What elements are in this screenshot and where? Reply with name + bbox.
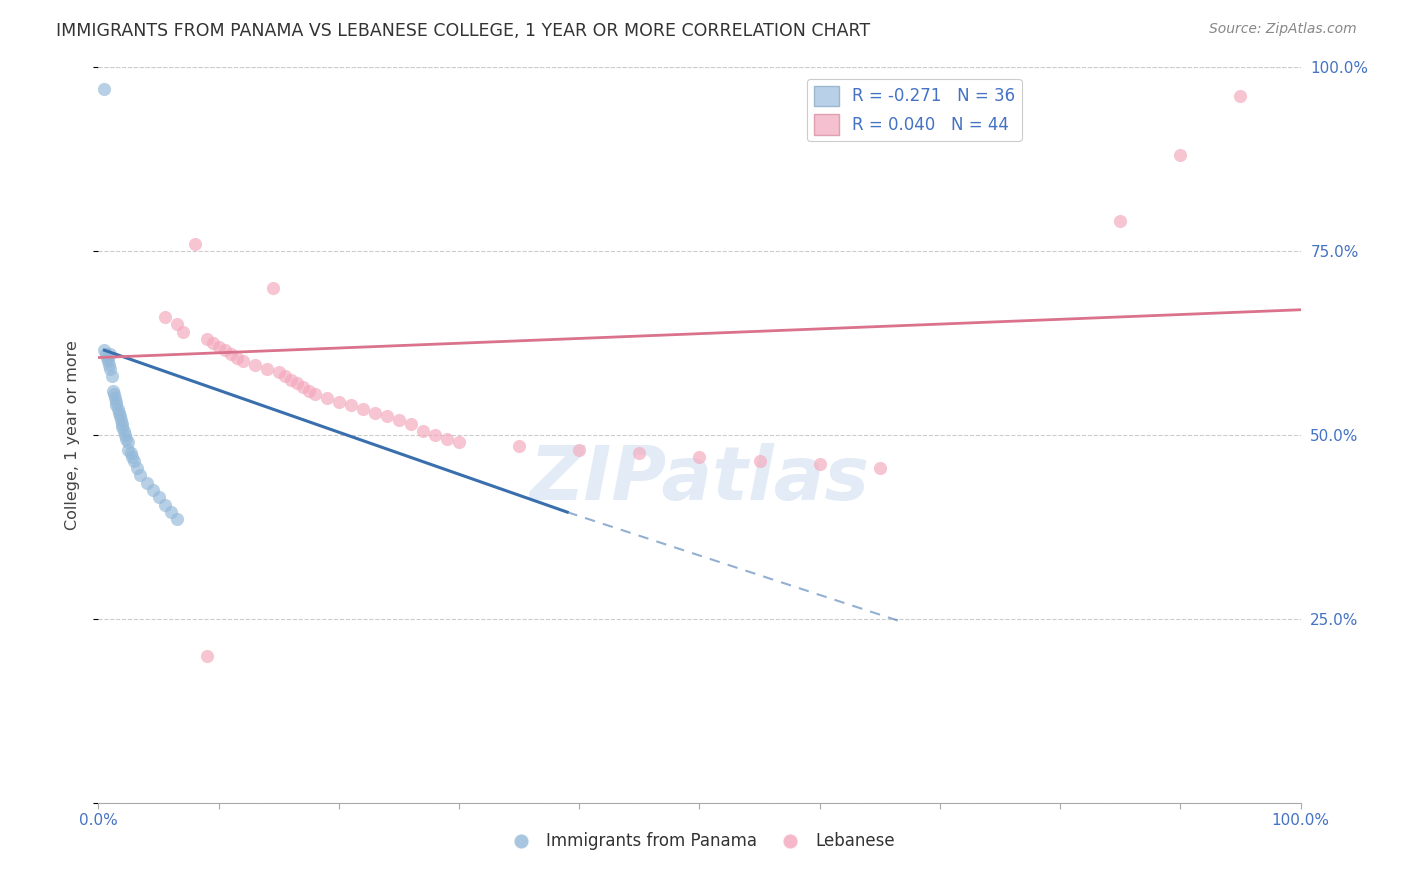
Point [100,347,122,361]
Point [153,498,176,512]
Point [280,373,302,387]
Point [94,347,117,361]
Point [111,420,134,434]
Point [628,446,651,460]
Point [135,475,157,490]
Point [298,384,321,398]
Text: IMMIGRANTS FROM PANAMA VS LEBANESE COLLEGE, 1 YEAR OR MORE CORRELATION CHART: IMMIGRANTS FROM PANAMA VS LEBANESE COLLE… [56,22,870,40]
Point [129,468,152,483]
Point [104,391,127,405]
Point [423,427,446,442]
Point [219,347,242,361]
Point [101,384,124,398]
Point [1229,89,1251,103]
Point [114,427,136,442]
Point [748,453,770,467]
Point [232,354,254,368]
Point [98,358,121,372]
Point [124,453,146,467]
Point [304,387,326,401]
Point [105,398,128,412]
Point [112,424,135,438]
Point [108,409,131,424]
Text: Source: ZipAtlas.com: Source: ZipAtlas.com [1209,22,1357,37]
Point [340,398,363,412]
Point [375,409,398,424]
Point [97,354,120,368]
Legend: Immigrants from Panama, Lebanese: Immigrants from Panama, Lebanese [498,826,901,857]
Point [125,461,148,475]
Point [93,343,115,358]
Point [352,402,374,417]
Point [153,310,176,325]
Point [117,442,139,457]
Point [388,413,411,427]
Point [364,406,387,420]
Point [274,369,297,384]
Point [447,435,470,450]
Point [688,450,710,464]
Point [141,483,163,497]
Point [117,435,139,450]
Point [107,402,129,417]
Point [159,505,181,519]
Y-axis label: College, 1 year or more: College, 1 year or more [65,340,80,530]
Point [115,432,138,446]
Point [93,82,115,96]
Point [291,380,314,394]
Point [225,351,247,365]
Point [399,417,422,431]
Point [808,457,831,471]
Point [1170,148,1192,162]
Point [96,351,118,365]
Point [243,358,266,372]
Point [267,365,290,379]
Point [120,446,142,460]
Point [121,450,143,464]
Point [103,387,125,401]
Text: ZIPatlas: ZIPatlas [530,442,869,516]
Point [195,648,218,663]
Point [285,376,308,391]
Point [183,236,205,251]
Point [108,406,131,420]
Point [172,325,194,339]
Point [208,340,231,354]
Point [148,491,170,505]
Point [256,361,278,376]
Point [508,439,530,453]
Point [201,335,224,350]
Point [110,413,132,427]
Point [195,332,218,346]
Point [166,512,188,526]
Point [568,442,591,457]
Point [1109,214,1132,228]
Point [166,318,188,332]
Point [111,417,134,431]
Point [214,343,236,358]
Point [100,361,122,376]
Point [436,432,458,446]
Point [105,394,128,409]
Point [328,394,350,409]
Point [100,369,122,384]
Point [869,461,891,475]
Point [412,424,434,438]
Point [315,391,337,405]
Point [262,281,284,295]
